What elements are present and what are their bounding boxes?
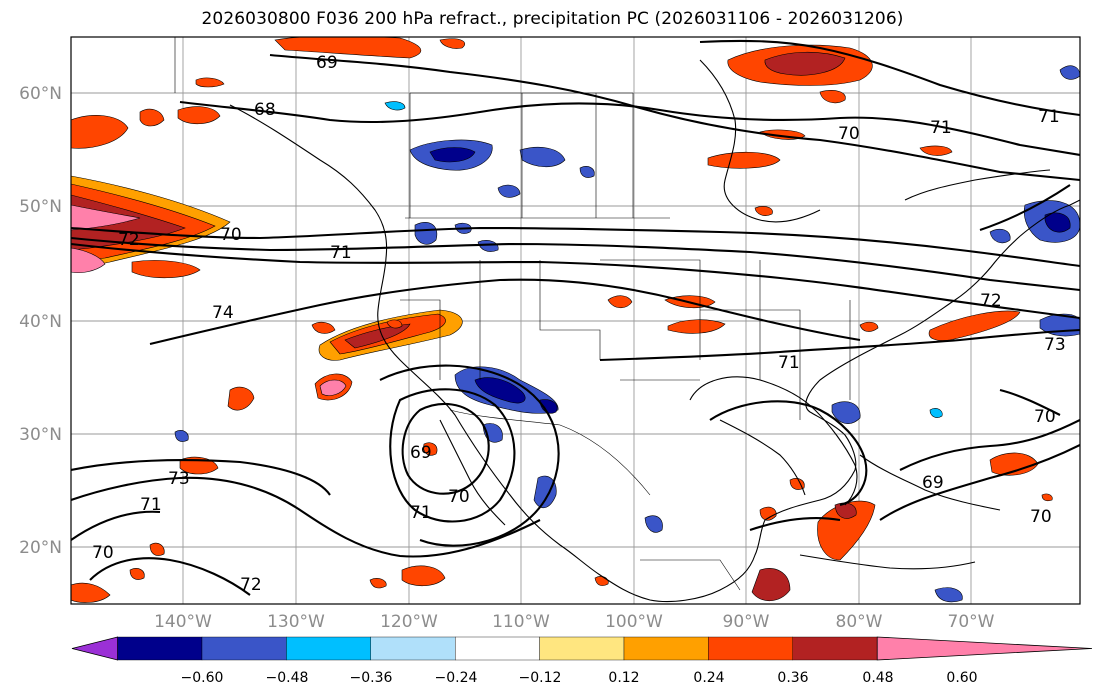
lon-label: 110°W — [492, 612, 550, 632]
colorbar-tick-label: 0.36 — [777, 670, 808, 686]
colorbar-cell — [539, 636, 625, 661]
contour-label: 69 — [316, 53, 338, 73]
colorbar-tick-label: −0.60 — [181, 670, 224, 686]
colorbar-cell — [117, 636, 203, 661]
contour-label: 71 — [930, 118, 952, 138]
contour-label: 72 — [980, 291, 1002, 311]
contour-label: 73 — [168, 469, 190, 489]
lon-label: 90°W — [723, 612, 770, 632]
coastlines — [229, 59, 1080, 603]
colorbar-tick-label: −0.12 — [519, 670, 562, 686]
colorbar-cell — [792, 636, 878, 661]
contour-label: 69 — [922, 473, 944, 493]
contour-label: 74 — [212, 303, 234, 323]
contour-label: 72 — [118, 230, 140, 250]
contour-label: 71 — [330, 243, 352, 263]
precip-positive-areas — [71, 37, 1053, 603]
colorbar-tick-label: 0.24 — [693, 670, 724, 686]
contour-label: 70 — [1034, 407, 1056, 427]
contour-label: 72 — [240, 575, 262, 595]
contour-label: 68 — [254, 100, 276, 120]
contour-label: 70 — [92, 543, 114, 563]
contour-label: 73 — [1044, 335, 1066, 355]
contour-label: 70 — [220, 225, 242, 245]
colorbar-ticks: −0.60 −0.48 −0.36 −0.24 −0.12 0.12 0.24 … — [181, 670, 978, 686]
chart-title: 2026030800 F036 200 hPa refract., precip… — [201, 9, 904, 29]
contour-label: 70 — [448, 487, 470, 507]
lon-label: 120°W — [380, 612, 438, 632]
colorbar-tick-label: −0.24 — [435, 670, 478, 686]
lon-label: 100°W — [605, 612, 663, 632]
longitude-labels: 140°W 130°W 120°W 110°W 100°W 90°W 80°W … — [154, 612, 995, 632]
contour-label: 70 — [1030, 507, 1052, 527]
colorbar-cell — [623, 636, 709, 661]
refractivity-contours — [71, 39, 1080, 596]
contour-label: 71 — [1038, 107, 1060, 127]
colorbar-tick-label: 0.48 — [862, 670, 893, 686]
colorbar-cell — [201, 636, 287, 661]
colorbar-tick-label: −0.48 — [266, 670, 309, 686]
lat-label: 60°N — [19, 84, 62, 104]
colorbar-tick-label: 0.60 — [946, 670, 977, 686]
colorbar-tick-label: 0.12 — [608, 670, 639, 686]
contour-label: 71 — [140, 495, 162, 515]
lon-label: 70°W — [948, 612, 995, 632]
lat-label: 40°N — [19, 312, 62, 332]
lon-label: 130°W — [267, 612, 325, 632]
latitude-labels: 60°N 50°N 40°N 30°N 20°N — [19, 84, 62, 558]
colorbar-tick-label: −0.36 — [350, 670, 393, 686]
contour-label: 71 — [410, 503, 432, 523]
colorbar-extend-low — [71, 636, 118, 661]
map-frame — [70, 36, 1081, 605]
contour-label: 71 — [778, 353, 800, 373]
contour-label: 69 — [410, 443, 432, 463]
colorbar: −0.60 −0.48 −0.36 −0.24 −0.12 0.12 0.24 … — [71, 636, 1093, 686]
lon-label: 80°W — [836, 612, 883, 632]
precip-negative-areas — [174, 65, 1080, 603]
map-panel: 69 68 70 71 72 71 70 71 74 69 70 71 73 7… — [71, 37, 1080, 604]
colorbar-cell — [455, 636, 540, 661]
lon-label: 140°W — [154, 612, 212, 632]
contour-labels: 69 68 70 71 72 71 70 71 74 69 70 71 73 7… — [92, 53, 1066, 595]
colorbar-cell — [370, 636, 456, 661]
colorbar-cell — [286, 636, 371, 661]
contour-label: 70 — [838, 124, 860, 144]
colorbar-extend-high — [876, 636, 1093, 661]
lat-label: 20°N — [19, 538, 62, 558]
colorbar-cell — [708, 636, 794, 661]
lat-label: 30°N — [19, 425, 62, 445]
lat-label: 50°N — [19, 197, 62, 217]
